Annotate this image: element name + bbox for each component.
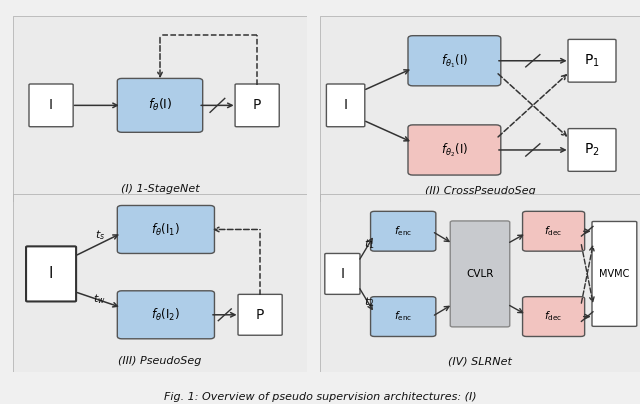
FancyBboxPatch shape [235, 84, 279, 127]
Text: P: P [253, 98, 261, 112]
FancyBboxPatch shape [371, 211, 436, 251]
FancyBboxPatch shape [13, 194, 307, 372]
FancyBboxPatch shape [522, 211, 585, 251]
Text: $f_{\theta_1}(\mathrm{I})$: $f_{\theta_1}(\mathrm{I})$ [441, 52, 468, 69]
FancyBboxPatch shape [408, 125, 500, 175]
Text: I: I [49, 98, 53, 112]
FancyBboxPatch shape [26, 246, 76, 301]
Text: $f_{\theta_2}(\mathrm{I})$: $f_{\theta_2}(\mathrm{I})$ [441, 141, 468, 159]
FancyBboxPatch shape [13, 16, 307, 202]
FancyBboxPatch shape [117, 291, 214, 339]
FancyBboxPatch shape [371, 297, 436, 337]
FancyBboxPatch shape [408, 36, 500, 86]
FancyBboxPatch shape [451, 221, 509, 327]
FancyBboxPatch shape [320, 194, 640, 372]
Text: $f_{\mathrm{dec}}$: $f_{\mathrm{dec}}$ [545, 310, 563, 324]
Text: $t_2$: $t_2$ [364, 295, 375, 309]
FancyBboxPatch shape [326, 84, 365, 127]
Text: (II) CrossPseudoSeg: (II) CrossPseudoSeg [424, 186, 536, 196]
Text: P: P [256, 308, 264, 322]
Text: MVMC: MVMC [599, 269, 630, 279]
Text: $f_{\mathrm{enc}}$: $f_{\mathrm{enc}}$ [394, 224, 412, 238]
FancyBboxPatch shape [522, 297, 585, 337]
Text: $f_{\theta}(\mathrm{I}_2)$: $f_{\theta}(\mathrm{I}_2)$ [152, 307, 180, 323]
Text: $\mathrm{P}_1$: $\mathrm{P}_1$ [584, 53, 600, 69]
Text: $f_{\mathrm{dec}}$: $f_{\mathrm{dec}}$ [545, 224, 563, 238]
FancyBboxPatch shape [568, 39, 616, 82]
FancyBboxPatch shape [320, 16, 640, 202]
Text: (III) PseudoSeg: (III) PseudoSeg [118, 356, 202, 366]
FancyBboxPatch shape [117, 206, 214, 253]
Text: $f_{\theta}(\mathrm{I}_1)$: $f_{\theta}(\mathrm{I}_1)$ [152, 221, 180, 238]
Text: (IV) SLRNet: (IV) SLRNet [448, 356, 512, 366]
Text: I: I [340, 267, 344, 281]
Text: (I) 1-StageNet: (I) 1-StageNet [121, 184, 199, 194]
Text: $t_s$: $t_s$ [95, 228, 105, 242]
FancyBboxPatch shape [325, 253, 360, 295]
Text: $f_{\mathrm{enc}}$: $f_{\mathrm{enc}}$ [394, 310, 412, 324]
Text: CVLR: CVLR [467, 269, 493, 279]
Text: I: I [344, 98, 348, 112]
Text: I: I [49, 266, 53, 282]
Text: $t_1$: $t_1$ [364, 237, 375, 250]
FancyBboxPatch shape [238, 295, 282, 335]
Text: Fig. 1: Overview of pseudo supervision architectures: (I): Fig. 1: Overview of pseudo supervision a… [164, 392, 476, 402]
Text: $\mathrm{P}_2$: $\mathrm{P}_2$ [584, 142, 600, 158]
Text: $t_w$: $t_w$ [93, 292, 106, 306]
FancyBboxPatch shape [117, 78, 203, 133]
FancyBboxPatch shape [29, 84, 73, 127]
FancyBboxPatch shape [568, 128, 616, 171]
FancyBboxPatch shape [592, 221, 637, 326]
Text: $f_{\theta}(\mathrm{I})$: $f_{\theta}(\mathrm{I})$ [148, 97, 172, 114]
